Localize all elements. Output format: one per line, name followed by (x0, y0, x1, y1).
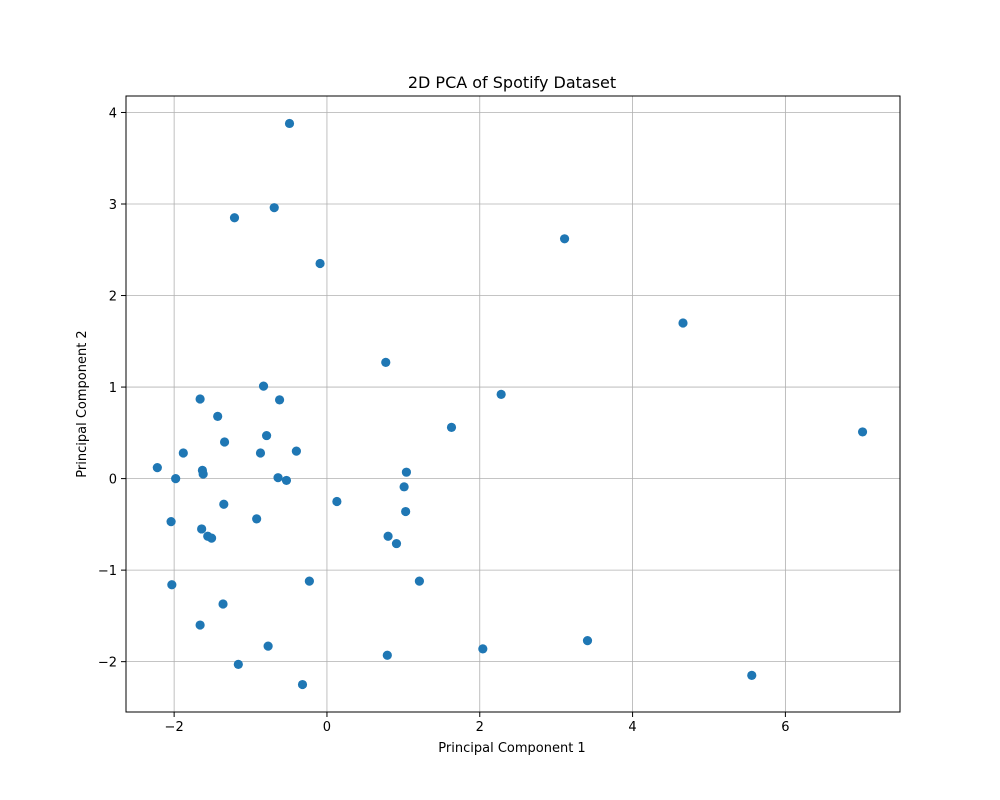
data-point (291, 446, 301, 456)
data-point (382, 650, 392, 660)
data-point (446, 422, 457, 432)
data-point (297, 679, 308, 690)
data-point (263, 641, 273, 651)
data-point (315, 258, 325, 269)
data-point (233, 659, 243, 670)
data-point (678, 318, 688, 328)
data-point (273, 473, 283, 483)
plot-frame (125, 95, 901, 713)
data-point (213, 411, 223, 421)
data-point (198, 469, 208, 479)
data-point (582, 636, 593, 646)
data-point (857, 427, 868, 437)
data-point (391, 538, 402, 549)
data-point (381, 357, 391, 367)
data-point (255, 448, 266, 458)
x-axis-label: Principal Component 1 (438, 741, 585, 756)
y-tick-label: −2 (98, 656, 117, 671)
data-point (219, 499, 229, 509)
grid-lines (126, 96, 900, 712)
y-axis-label: Principal Component 2 (75, 330, 90, 477)
x-tick-label: 2 (476, 720, 484, 735)
data-point (166, 517, 176, 527)
data-point (332, 496, 342, 507)
data-point (197, 524, 207, 534)
data-point (304, 576, 314, 586)
data-point (219, 437, 230, 447)
data-point (281, 475, 292, 486)
data-point (414, 576, 425, 586)
data-point (171, 473, 181, 484)
y-tick-label: −1 (98, 564, 117, 579)
y-tick-label: 3 (109, 198, 117, 213)
data-point (478, 644, 488, 654)
data-point (383, 531, 393, 541)
data-point (496, 389, 506, 399)
axis-ticks: −2 0 2 4 6 −2 −1 0 1 2 3 4 (98, 106, 790, 735)
data-point (261, 430, 272, 441)
data-point (274, 395, 285, 405)
data-point (152, 463, 162, 473)
data-point (269, 203, 279, 213)
y-tick-label: 0 (109, 473, 117, 488)
x-tick-label: 6 (781, 720, 789, 735)
chart-title: 2D PCA of Spotify Dataset (408, 73, 616, 92)
data-point (747, 670, 757, 680)
data-point (399, 482, 409, 492)
data-point (218, 599, 228, 609)
data-point (167, 580, 177, 590)
data-point (195, 620, 205, 630)
data-point (401, 506, 411, 517)
y-tick-label: 2 (109, 290, 117, 305)
data-point (252, 514, 262, 524)
data-point (206, 533, 217, 543)
y-tick-label: 4 (109, 106, 117, 121)
data-point (178, 448, 188, 458)
data-points (152, 118, 868, 690)
data-point (401, 467, 412, 477)
data-point (195, 394, 205, 404)
y-tick-label: 1 (109, 381, 117, 396)
data-point (229, 213, 240, 223)
x-tick-label: 4 (628, 720, 636, 735)
data-point (559, 234, 570, 244)
data-point (284, 118, 295, 129)
x-tick-label: 0 (323, 720, 331, 735)
x-tick-label: −2 (165, 720, 184, 735)
data-point (258, 381, 269, 391)
